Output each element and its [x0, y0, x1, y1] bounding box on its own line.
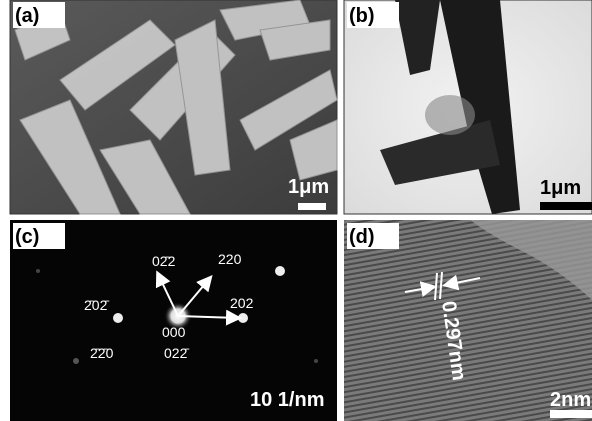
panel-b: (b) 1μm: [344, 0, 592, 214]
panel-a: (a) 1μm: [10, 0, 337, 214]
panel-d: (d) 0.297nm 2nm: [344, 220, 592, 421]
index-label: 02̄2: [152, 253, 176, 269]
scale-bar-label: 1μm: [288, 176, 329, 198]
scale-bar: [550, 410, 592, 418]
scale-bar-label: 1μm: [540, 177, 581, 199]
panel-label: (b): [349, 5, 375, 27]
figure: (a) 1μm (b) 1μm (c) 02̄2 220 2̄02̄: [0, 0, 592, 421]
panel-label: (a): [15, 5, 39, 27]
scale-bar-label: 10 1/nm: [250, 389, 324, 411]
index-label: 2̄2̄0: [90, 345, 114, 361]
index-label: 220: [218, 251, 242, 267]
index-label: 022̄: [164, 345, 189, 361]
index-label: 000: [162, 324, 186, 340]
index-label: 2̄02̄: [84, 297, 109, 313]
scale-bar: [540, 202, 592, 210]
scale-bar-label: 2nm: [550, 389, 591, 411]
index-label: 202: [230, 295, 254, 311]
panel-label: (c): [15, 226, 39, 248]
panel-label: (d): [349, 226, 375, 248]
scale-bar: [298, 203, 326, 210]
panel-c: (c) 02̄2 220 2̄02̄ 202 000 2̄2̄0 022̄ 10…: [10, 220, 337, 421]
